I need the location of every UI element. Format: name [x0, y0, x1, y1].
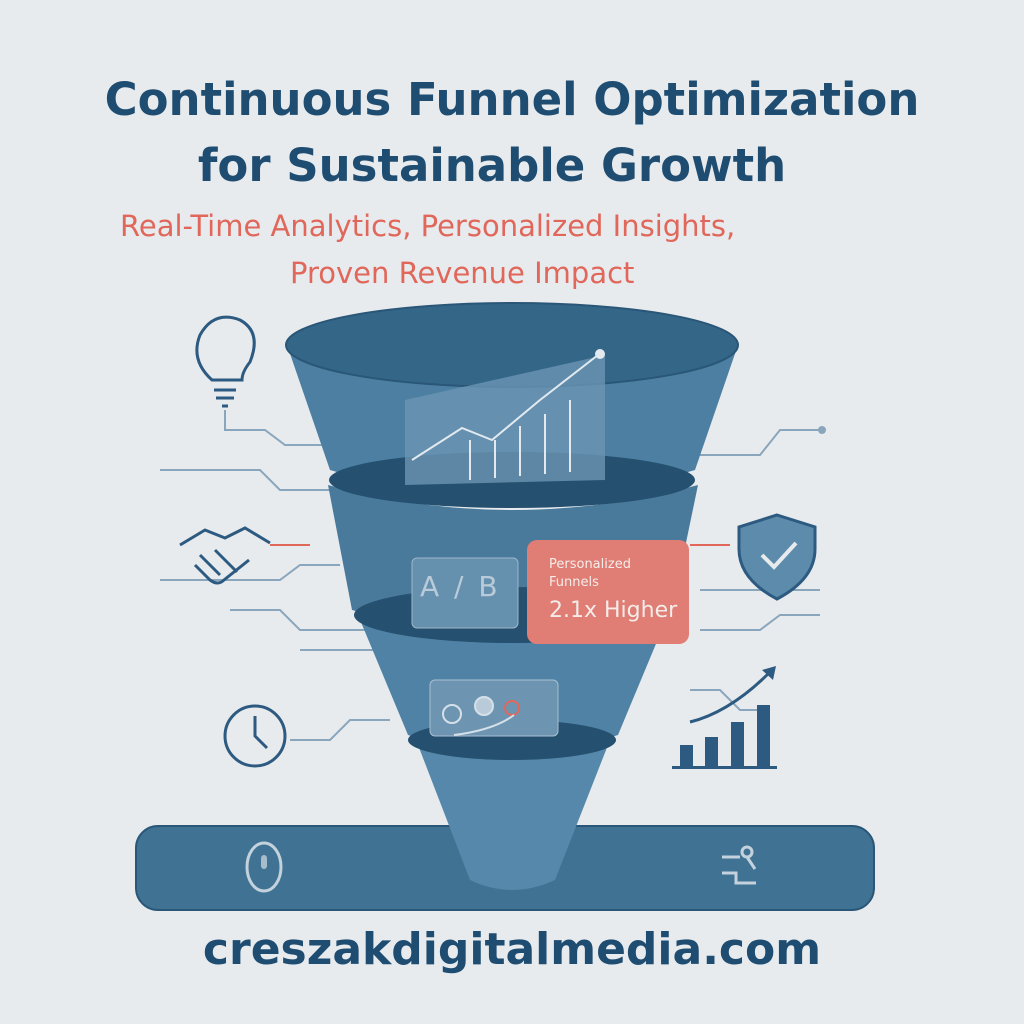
- subtitle-line-1: Real-Time Analytics, Personalized Insigh…: [120, 209, 736, 243]
- ab-test-label: A / B: [420, 570, 501, 603]
- callout-label-line-2: Funnels: [549, 575, 599, 590]
- callout-label-line-1: Personalized: [549, 557, 631, 572]
- growth-line-icon: [411, 349, 605, 480]
- website-url: creszakdigitalmedia.com: [202, 924, 822, 975]
- personalized-funnels-callout: Personalized Funnels 2.1x Higher: [527, 540, 689, 644]
- bar-chart-growth-icon: [672, 666, 777, 769]
- handshake-icon: [179, 526, 271, 585]
- ab-test-panel: [411, 557, 519, 629]
- clock-icon: [223, 704, 287, 768]
- shield-check-icon: [737, 513, 817, 601]
- lightbulb-icon: [195, 315, 256, 408]
- journey-icon: [442, 696, 520, 736]
- workflow-icon: [722, 845, 757, 885]
- mouse-icon: [245, 841, 283, 893]
- funnel-top-opening: [285, 302, 739, 388]
- circuit-lines: [160, 410, 826, 741]
- journey-panel: [429, 679, 559, 737]
- callout-value: 2.1x Higher: [549, 598, 678, 623]
- headline-line-1: Continuous Funnel Optimization: [104, 73, 920, 126]
- subtitle-line-2: Proven Revenue Impact: [290, 256, 635, 290]
- headline-line-2: for Sustainable Growth: [197, 139, 787, 192]
- funnel-tip: [418, 745, 608, 890]
